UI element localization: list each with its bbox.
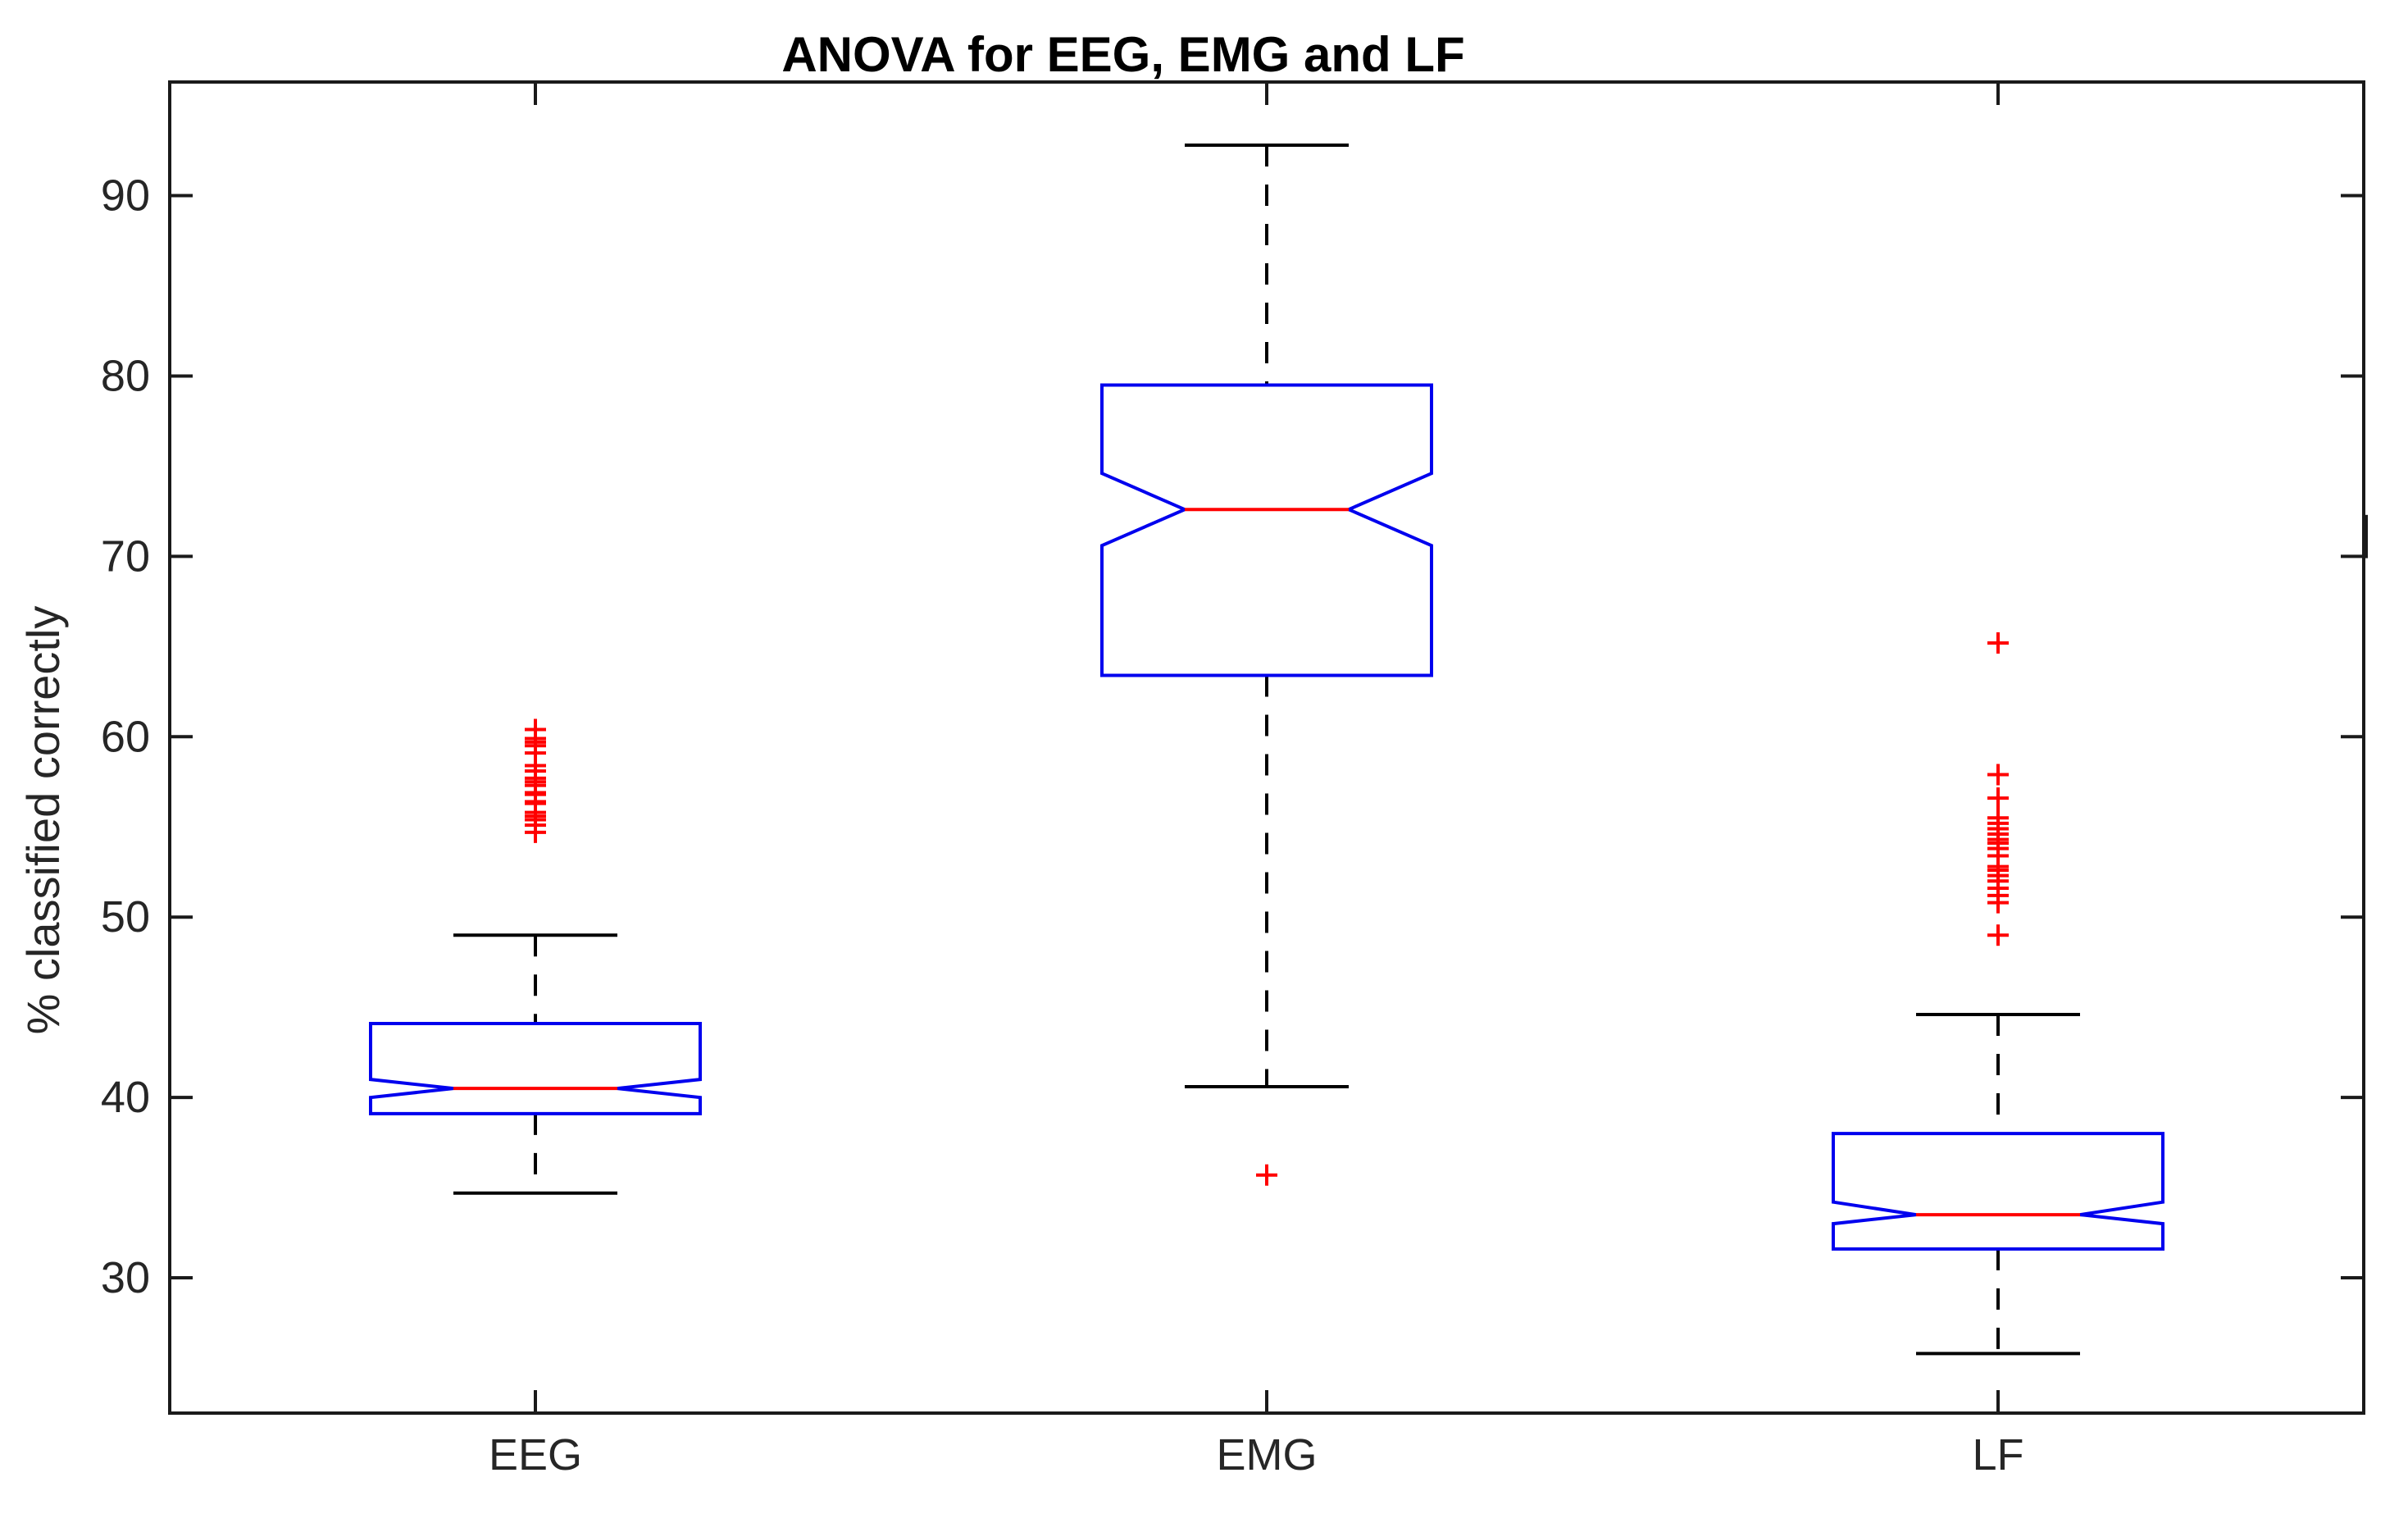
box-group-LF	[1832, 632, 2164, 1356]
notched-box	[1832, 1132, 2164, 1251]
y-tick-label: 90	[101, 171, 150, 221]
y-tick-label: 60	[101, 712, 150, 761]
notched-box	[369, 1021, 702, 1115]
y-tick-label: 80	[101, 351, 150, 400]
y-axis-label: % classified correctly	[17, 606, 69, 1035]
y-tick-label: 50	[101, 892, 150, 942]
box-group-EEG	[369, 718, 702, 1195]
chart-title: ANOVA for EEG, EMG and LF	[781, 27, 1464, 82]
box-group-EMG	[1100, 143, 1433, 1186]
right-edge-clipped-mark	[2362, 514, 2368, 559]
chart-generated-layer: 30 40 50 60 70 80 90 EEG EMG LF	[101, 80, 2368, 1480]
y-tick-label: 30	[101, 1253, 150, 1302]
x-category-label: EMG	[1216, 1430, 1317, 1480]
y-tick-label: 70	[101, 531, 150, 581]
x-category-label: EEG	[489, 1430, 582, 1480]
x-category-label: LF	[1972, 1430, 2023, 1480]
notched-box	[1100, 383, 1433, 677]
y-tick-label: 40	[101, 1073, 150, 1122]
